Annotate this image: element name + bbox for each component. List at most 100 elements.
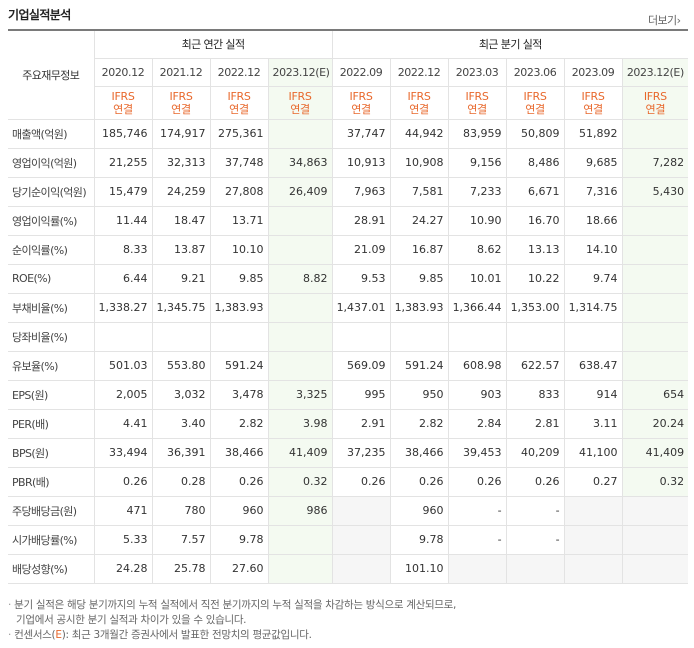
- data-cell: [563, 524, 623, 555]
- period-header: 2023.12(E): [267, 57, 333, 87]
- row-label: 매출액(억원): [8, 118, 95, 149]
- row-label: 순이익률(%): [8, 234, 95, 265]
- data-cell: 1,366.44: [447, 292, 507, 323]
- data-cell: 8.62: [447, 234, 507, 265]
- data-cell: 471: [93, 495, 153, 526]
- data-cell: [621, 321, 689, 352]
- consolidation-label: 연결: [645, 102, 666, 116]
- data-cell: [447, 321, 507, 352]
- data-cell: 1,338.27: [93, 292, 153, 323]
- data-cell: 8.82: [267, 263, 333, 294]
- data-cell: 18.66: [563, 205, 623, 236]
- data-cell: [331, 524, 391, 555]
- accounting-standard: IFRS 연결: [267, 85, 333, 120]
- data-cell: 0.26: [209, 466, 269, 497]
- data-cell: [267, 350, 333, 381]
- data-cell: 28.91: [331, 205, 391, 236]
- table-row: BPS(원) 33,494 36,391 38,466 41,409 37,235 38,4…: [8, 437, 689, 468]
- data-cell: 0.32: [267, 466, 333, 497]
- data-cell: -: [447, 524, 507, 555]
- data-cell: [563, 495, 623, 526]
- period-header: 2023.12(E): [621, 57, 689, 87]
- standard-label: IFRS: [111, 89, 135, 103]
- data-cell: [267, 524, 333, 555]
- data-cell: 8,486: [505, 147, 565, 178]
- standard-label: IFRS: [407, 89, 431, 103]
- data-cell: 995: [331, 379, 391, 410]
- data-cell: [621, 350, 689, 381]
- row-label: 당기순이익(억원): [8, 176, 95, 207]
- data-cell: 5.33: [93, 524, 153, 555]
- accounting-standard: IFRS 연결: [331, 85, 391, 120]
- data-cell: [447, 553, 507, 584]
- more-link[interactable]: 더보기›: [648, 12, 681, 28]
- chevron-right-icon: ›: [676, 14, 681, 27]
- data-cell: 37,235: [331, 437, 391, 468]
- consolidation-label: 연결: [583, 102, 603, 116]
- data-cell: 2.91: [331, 408, 391, 439]
- data-cell: 18.47: [151, 205, 211, 236]
- data-cell: 83,959: [447, 118, 507, 149]
- data-cell: [93, 321, 153, 352]
- data-cell: 27,808: [209, 176, 269, 207]
- data-cell: 2.82: [209, 408, 269, 439]
- data-cell: [267, 118, 333, 149]
- data-cell: 1,345.75: [151, 292, 211, 323]
- data-cell: 1,383.93: [209, 292, 269, 323]
- corner-header: 주요재무정보: [8, 30, 95, 120]
- data-cell: 10,913: [331, 147, 391, 178]
- footnote-2-prefix: 컨센서스(: [14, 629, 56, 641]
- row-label: ROE(%): [8, 263, 95, 294]
- data-cell: [151, 321, 211, 352]
- period-header: 2022.12: [389, 57, 449, 87]
- period-header: 2022.09: [331, 57, 391, 87]
- bullet-icon: ·: [8, 629, 12, 641]
- data-cell: 914: [563, 379, 623, 410]
- data-cell: [331, 553, 391, 584]
- data-cell: 3,032: [151, 379, 211, 410]
- data-cell: [621, 292, 689, 323]
- data-cell: [209, 321, 269, 352]
- data-cell: [331, 495, 391, 526]
- data-cell: 553.80: [151, 350, 211, 381]
- data-cell: 1,383.93: [389, 292, 449, 323]
- data-cell: 10.01: [447, 263, 507, 294]
- footnote-2-suffix: ): 최근 3개월간 증권사에서 발표한 전망치의 평균값입니다.: [61, 629, 312, 641]
- consolidation-label: 연결: [290, 102, 310, 116]
- row-label: BPS(원): [8, 437, 95, 468]
- data-cell: 0.26: [505, 466, 565, 497]
- footnote-2-e: E: [55, 629, 62, 641]
- data-cell: 9.85: [209, 263, 269, 294]
- data-cell: 9.78: [209, 524, 269, 555]
- data-cell: 3,478: [209, 379, 269, 410]
- data-cell: 9,685: [563, 147, 623, 178]
- table-row: ROE(%) 6.44 9.21 9.85 8.82 9.53 9.85 10.01 10.22…: [8, 263, 689, 294]
- row-label: 시가배당률(%): [8, 524, 95, 555]
- table-row: 주당배당금(원) 471 780 960 986 960- -: [8, 495, 689, 526]
- data-cell: 10.22: [505, 263, 565, 294]
- table-row: 당기순이익(억원) 15,479 24,259 27,808 26,409 7,963 7,…: [8, 176, 689, 207]
- table-row: PER(배) 4.41 3.40 2.82 3.98 2.91 2.82 2.84 2.81 3.…: [8, 408, 689, 439]
- table-row: EPS(원) 2,005 3,032 3,478 3,325 995 950 903 833 91…: [8, 379, 689, 410]
- data-cell: 34,863: [267, 147, 333, 178]
- data-cell: 0.26: [93, 466, 153, 497]
- period-header: 2021.12: [151, 57, 211, 87]
- data-cell: 0.26: [447, 466, 507, 497]
- row-label: 부채비율(%): [8, 292, 95, 323]
- data-cell: 8.33: [93, 234, 153, 265]
- more-label: 더보기: [648, 14, 677, 27]
- row-label: PBR(배): [8, 466, 95, 497]
- data-cell: 3.40: [151, 408, 211, 439]
- data-cell: 833: [505, 379, 565, 410]
- accounting-standard: IFRS 연결: [151, 85, 211, 120]
- data-cell: 5,430: [621, 176, 689, 207]
- data-cell: 638.47: [563, 350, 623, 381]
- annual-group-header: 최근 연간 실적: [93, 30, 333, 59]
- standard-label: IFRS: [227, 89, 251, 103]
- data-cell: [621, 234, 689, 265]
- accounting-standard: IFRS 연결: [563, 85, 623, 120]
- row-label: EPS(원): [8, 379, 95, 410]
- data-cell: 2.81: [505, 408, 565, 439]
- footnote-1-line2: 기업에서 공시한 분기 실적과 차이가 있을 수 있습니다.: [16, 614, 247, 626]
- consolidation-label: 연결: [229, 102, 249, 116]
